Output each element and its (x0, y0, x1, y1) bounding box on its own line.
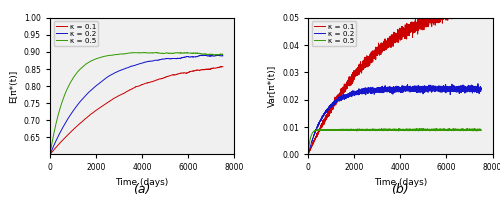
κ = 0.5 (478, 129, 484, 131)
κ = 0.2 (446, 86, 452, 88)
κ = 0.5 (86, 61, 91, 64)
Line: κ = 0.1: κ = 0.1 (50, 67, 223, 154)
κ = 0.5 (305, 153, 311, 156)
κ = 0.5 (122, 52, 128, 55)
κ = 0.1 (364, 56, 370, 59)
κ = 0.2 (52, 143, 58, 146)
κ = 0.2 (475, 83, 481, 85)
κ = 0.2 (380, 89, 386, 91)
κ = 0.1 (305, 153, 311, 156)
Text: (b): (b) (392, 183, 409, 196)
κ = 0.5 (344, 129, 349, 131)
X-axis label: Time (days): Time (days) (374, 178, 427, 187)
κ = 0.5 (220, 53, 226, 55)
κ = 0.2 (58, 129, 64, 132)
Line: κ = 0.2: κ = 0.2 (50, 55, 223, 154)
κ = 0.1 (86, 115, 91, 118)
κ = 0.2 (478, 88, 484, 90)
Legend: κ = 0.1, κ = 0.2, κ = 0.5: κ = 0.1, κ = 0.2, κ = 0.5 (54, 21, 98, 46)
κ = 0.1 (188, 70, 194, 73)
κ = 0.5 (106, 54, 112, 57)
Y-axis label: Var[π*(t)]: Var[π*(t)] (268, 65, 276, 107)
κ = 0.1 (52, 148, 58, 150)
κ = 0.5 (446, 129, 452, 132)
Line: κ = 0.2: κ = 0.2 (308, 84, 481, 154)
κ = 0.5 (378, 128, 384, 130)
κ = 0.1 (106, 100, 112, 102)
κ = 0.1 (218, 65, 224, 68)
κ = 0.2 (316, 122, 322, 124)
κ = 0.2 (364, 90, 370, 92)
κ = 0.1 (58, 141, 64, 143)
κ = 0.1 (47, 153, 53, 156)
κ = 0.1 (122, 91, 128, 93)
κ = 0.2 (122, 67, 128, 69)
κ = 0.2 (188, 56, 194, 58)
κ = 0.5 (58, 104, 64, 106)
Line: κ = 0.5: κ = 0.5 (308, 129, 481, 154)
κ = 0.1 (478, 1, 484, 4)
Line: κ = 0.1: κ = 0.1 (308, 0, 481, 154)
κ = 0.5 (153, 51, 159, 53)
κ = 0.2 (220, 55, 226, 57)
κ = 0.2 (106, 74, 112, 77)
κ = 0.2 (202, 54, 208, 56)
Text: (a): (a) (134, 183, 151, 196)
κ = 0.1 (344, 85, 349, 87)
κ = 0.2 (305, 153, 311, 156)
κ = 0.5 (188, 52, 194, 54)
κ = 0.2 (344, 93, 349, 96)
κ = 0.5 (47, 153, 53, 156)
κ = 0.2 (47, 153, 53, 156)
κ = 0.5 (316, 129, 322, 131)
κ = 0.5 (380, 129, 386, 131)
Y-axis label: E[π*(t)]: E[π*(t)] (10, 69, 18, 103)
κ = 0.5 (52, 130, 58, 132)
κ = 0.1 (446, 15, 452, 17)
κ = 0.1 (310, 143, 316, 145)
κ = 0.5 (364, 129, 370, 131)
κ = 0.1 (220, 66, 226, 68)
κ = 0.1 (316, 130, 322, 132)
κ = 0.2 (86, 91, 91, 94)
κ = 0.1 (380, 44, 386, 46)
κ = 0.2 (310, 138, 316, 141)
Line: κ = 0.5: κ = 0.5 (50, 52, 223, 154)
X-axis label: Time (days): Time (days) (116, 178, 169, 187)
Legend: κ = 0.1, κ = 0.2, κ = 0.5: κ = 0.1, κ = 0.2, κ = 0.5 (312, 21, 356, 46)
κ = 0.5 (310, 132, 316, 134)
